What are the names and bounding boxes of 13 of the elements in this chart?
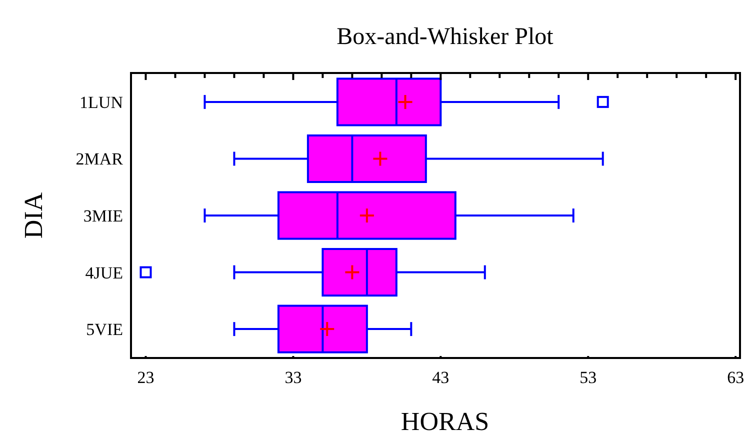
x-tick-label: 33: [284, 368, 302, 387]
x-tick-label: 63: [727, 368, 744, 387]
x-axis-title: HORAS: [400, 407, 490, 436]
y-tick-label: 4JUE: [85, 263, 123, 282]
y-tick-label: 3MIE: [83, 206, 123, 226]
y-tick-label: 1LUN: [80, 92, 123, 112]
y-tick-label: 5VIE: [86, 320, 123, 340]
x-tick-label: 43: [432, 368, 450, 387]
chart-title: Box-and-Whisker Plot: [336, 24, 554, 50]
y-axis-title: DIA: [19, 192, 48, 239]
x-tick-label: 53: [580, 368, 597, 387]
x-tick-label: 23: [137, 368, 154, 387]
y-tick-label: 2MAR: [76, 150, 124, 169]
